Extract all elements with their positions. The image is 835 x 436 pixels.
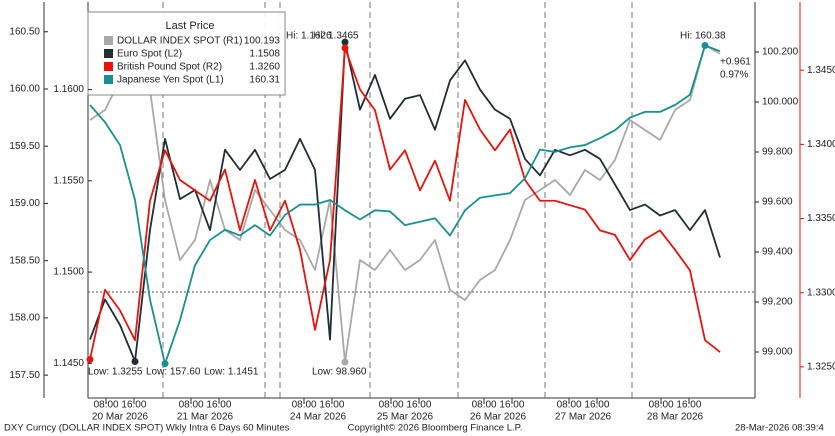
legend-swatch <box>104 36 113 45</box>
annotation: Low: 1.1451 <box>204 367 259 378</box>
y-tick-label: 100.000 <box>762 97 799 108</box>
x-tick-time: 08:00 16:00 <box>649 400 702 411</box>
legend-swatch <box>104 75 113 84</box>
legend-label: Japanese Yen Spot (L1) <box>117 75 224 86</box>
annotation: 0.97% <box>720 70 748 81</box>
x-tick-time: 08:00 16:00 <box>557 400 610 411</box>
y-tick-label: 1.1550 <box>53 175 84 186</box>
y-tick-label: 157.50 <box>9 370 40 381</box>
legend-box <box>87 11 286 96</box>
x-tick-time: 08:00 16:00 <box>94 400 147 411</box>
y-tick-label: 159.00 <box>9 198 40 209</box>
x-tick-date: 25 Mar 2026 <box>377 412 434 423</box>
legend-label: British Pound Spot (R2) <box>117 62 222 73</box>
y-tick-label: 1.3250 <box>807 361 835 372</box>
annotation: Hi: 1.3465 <box>313 31 359 42</box>
extreme-marker <box>341 44 349 52</box>
extreme-marker <box>86 355 94 363</box>
legend-label: DOLLAR INDEX SPOT (R1) <box>117 36 242 47</box>
x-tick-date: 24 Mar 2026 <box>290 412 347 423</box>
extreme-marker <box>701 41 709 49</box>
legend-label: Euro Spot (L2) <box>117 49 182 60</box>
footer-right: 28-Mar-2026 08:39:4 <box>735 423 824 434</box>
y-tick-label: 1.3300 <box>807 287 835 298</box>
y-tick-label: 99.200 <box>762 297 793 308</box>
y-tick-label: 1.1600 <box>53 84 84 95</box>
extreme-marker <box>131 358 139 366</box>
y-tick-label: 1.1450 <box>53 358 84 369</box>
series-line <box>89 47 721 360</box>
y-tick-label: 159.50 <box>9 141 40 152</box>
legend-title: Last Price <box>166 20 215 32</box>
x-tick-time: 08:00 16:00 <box>292 400 345 411</box>
y-tick-label: 158.00 <box>9 313 40 324</box>
x-tick-date: 26 Mar 2026 <box>470 412 527 423</box>
x-tick-date: 27 Mar 2026 <box>555 412 612 423</box>
y-tick-label: 99.800 <box>762 147 793 158</box>
extreme-marker <box>341 358 349 366</box>
footer-left: DXY Curncy (DOLLAR INDEX SPOT) Wkly Intr… <box>4 423 290 434</box>
annotation: Low: 157.60 <box>146 367 201 378</box>
y-tick-label: 99.600 <box>762 197 793 208</box>
annotation: +0.961 <box>720 57 751 68</box>
legend-swatch <box>104 62 113 71</box>
legend-value: 160.31 <box>249 75 280 86</box>
legend-swatch <box>104 49 113 58</box>
series-line <box>89 39 721 363</box>
x-tick-date: 28 Mar 2026 <box>647 412 704 423</box>
series-line <box>89 44 721 365</box>
x-tick-date: 20 Mar 2026 <box>92 412 149 423</box>
y-tick-label: 99.400 <box>762 247 793 258</box>
y-tick-label: 1.3400 <box>807 139 835 150</box>
legend-value: 1.3260 <box>249 62 280 73</box>
extreme-marker <box>341 38 349 46</box>
y-tick-label: 160.50 <box>9 26 40 37</box>
legend-value: 100.193 <box>244 36 281 47</box>
annotation: Low: 1.3255 <box>88 367 143 378</box>
y-tick-label: 1.3450 <box>807 65 835 76</box>
y-tick-label: 158.50 <box>9 255 40 266</box>
x-tick-time: 08:00 16:00 <box>379 400 432 411</box>
x-tick-time: 08:00 16:00 <box>179 400 232 411</box>
x-tick-date: 21 Mar 2026 <box>177 412 234 423</box>
annotation: Hi: 1.1626 <box>286 31 332 42</box>
y-tick-label: 160.00 <box>9 84 40 95</box>
y-tick-label: 100.200 <box>762 47 799 58</box>
x-tick-time: 08:00 16:00 <box>472 400 525 411</box>
y-tick-label: 1.3350 <box>807 213 835 224</box>
extreme-marker <box>161 360 169 368</box>
y-tick-label: 1.1500 <box>53 267 84 278</box>
footer-center: Copyright© 2026 Bloomberg Finance L.P. <box>348 423 523 434</box>
annotation: Low: 98.960 <box>312 367 367 378</box>
annotation: Hi: 160.38 <box>680 31 726 42</box>
legend-value: 1.1508 <box>249 49 280 60</box>
y-tick-label: 99.000 <box>762 347 793 358</box>
